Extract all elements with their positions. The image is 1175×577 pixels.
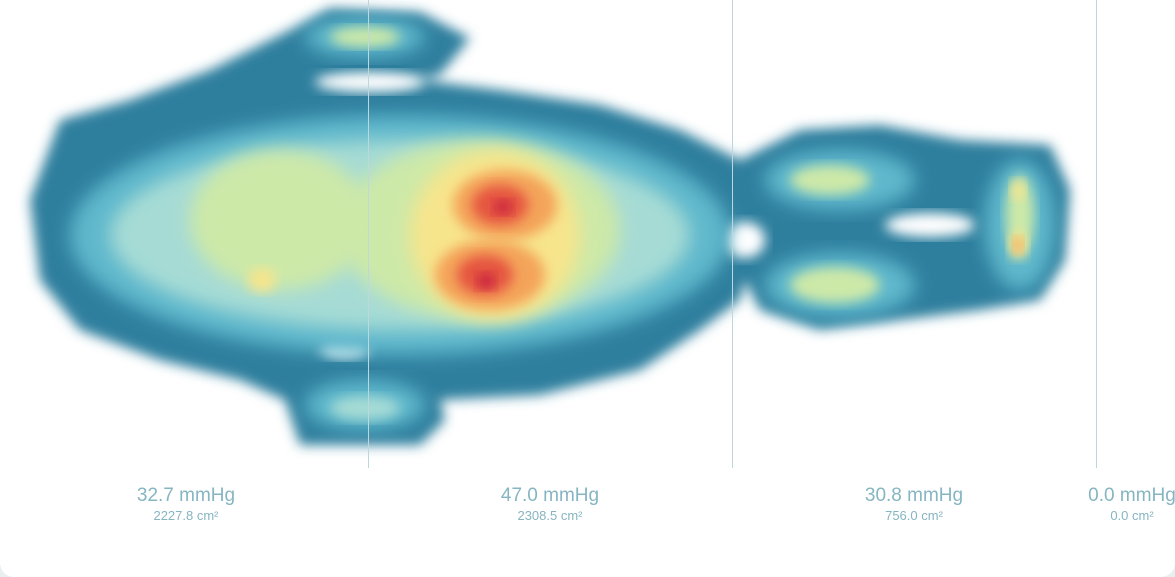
pressure-region-l4-left: [248, 268, 276, 292]
zone-2-pressure: 47.0 mmHg: [500, 485, 600, 506]
zone-divider-2: [732, 0, 733, 468]
pressure-heatmap: [30, 8, 1070, 445]
pressure-region-l2-r1: [790, 165, 870, 195]
pressure-gap-middle: [725, 222, 765, 258]
zone-3-area: 756.0 cm²: [885, 508, 943, 523]
pressure-gap-right: [885, 213, 975, 237]
zone-4-area: 0.0 cm²: [1110, 508, 1154, 523]
zone-1-area: 2227.8 cm²: [153, 508, 219, 523]
zone-2-area: 2308.5 cm²: [517, 508, 583, 523]
pressure-peak-lower: [477, 273, 495, 289]
zone-divider-1: [368, 0, 369, 468]
zone-3-pressure: 30.8 mmHg: [864, 485, 964, 506]
zone-divider-3: [1096, 0, 1097, 468]
pressure-region-l2-bottom: [330, 396, 400, 420]
pressure-region-l5-right: [1013, 237, 1023, 253]
zone-1-pressure: 32.7 mmHg: [136, 485, 236, 506]
pressure-gap-upper: [315, 72, 425, 92]
zone-4-pressure: 0.0 mmHg: [1088, 485, 1175, 506]
pressure-region-l2-r2: [790, 267, 880, 303]
zone-3-readout: 30.8 mmHg 756.0 cm²: [794, 484, 1034, 524]
pressure-region-l3-left: [190, 150, 370, 290]
pressure-region-l2-top: [330, 27, 400, 47]
zone-2-readout: 47.0 mmHg 2308.5 cm²: [430, 484, 670, 524]
pressure-peak-upper: [494, 200, 512, 214]
pressure-region-l4-r1: [1011, 180, 1025, 200]
zone-1-readout: 32.7 mmHg 2227.8 cm²: [66, 484, 306, 524]
zone-4-readout: 0.0 mmHg 0.0 cm²: [1012, 484, 1175, 524]
